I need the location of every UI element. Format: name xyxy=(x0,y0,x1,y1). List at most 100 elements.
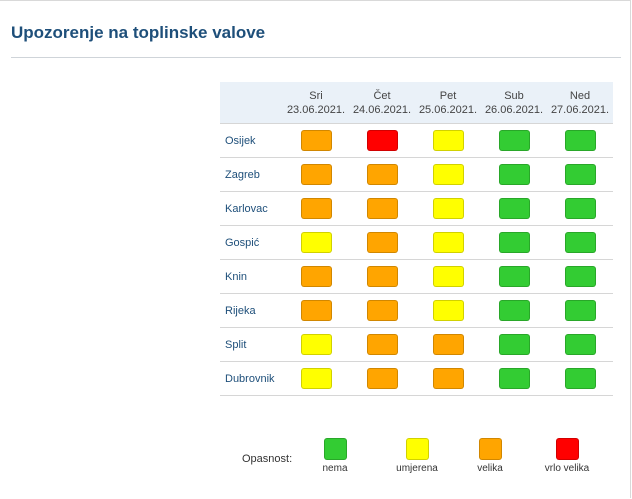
day-header: Ned 27.06.2021. xyxy=(547,82,613,124)
danger-level-indicator xyxy=(366,232,398,253)
forecast-cell xyxy=(283,293,349,328)
forecast-cell xyxy=(547,225,613,260)
forecast-cell xyxy=(481,361,547,396)
forecast-cell xyxy=(415,361,481,396)
danger-level-indicator xyxy=(498,198,530,219)
forecast-cell xyxy=(481,259,547,294)
danger-level-indicator xyxy=(366,300,398,321)
danger-level-indicator xyxy=(564,130,596,151)
day-header: Pet 25.06.2021. xyxy=(415,82,481,124)
table-row: Zagreb xyxy=(220,157,613,192)
city-name: Knin xyxy=(220,259,283,294)
danger-level-indicator xyxy=(564,368,596,389)
legend-label: velika xyxy=(477,463,503,474)
forecast-cell xyxy=(547,123,613,158)
forecast-cell xyxy=(481,327,547,362)
forecast-cell xyxy=(415,123,481,158)
day-header: Čet 24.06.2021. xyxy=(349,82,415,124)
forecast-cell xyxy=(349,123,415,158)
city-name: Split xyxy=(220,327,283,362)
forecast-cell xyxy=(349,259,415,294)
forecast-cell xyxy=(349,225,415,260)
forecast-cell xyxy=(415,259,481,294)
legend-swatch xyxy=(555,438,579,460)
forecast-cell xyxy=(349,191,415,226)
day-header: Sub 26.06.2021. xyxy=(481,82,547,124)
forecast-cell xyxy=(481,123,547,158)
danger-level-indicator xyxy=(498,368,530,389)
forecast-cell xyxy=(547,293,613,328)
legend-swatch xyxy=(323,438,347,460)
day-header: Sri 23.06.2021. xyxy=(283,82,349,124)
city-name: Rijeka xyxy=(220,293,283,328)
table-body: Osijek Zagreb Karlovac Gospić Knin Rijeka Spli… xyxy=(220,123,613,396)
table-row: Knin xyxy=(220,259,613,294)
title-divider xyxy=(11,57,621,58)
forecast-cell xyxy=(283,259,349,294)
danger-level-indicator xyxy=(366,334,398,355)
table-row: Dubrovnik xyxy=(220,361,613,396)
day-name: Ned xyxy=(569,89,591,102)
danger-level-indicator xyxy=(300,130,332,151)
forecast-cell xyxy=(547,259,613,294)
danger-level-indicator xyxy=(564,300,596,321)
day-date: 25.06.2021. xyxy=(418,103,478,116)
forecast-cell xyxy=(349,361,415,396)
danger-level-indicator xyxy=(366,198,398,219)
forecast-cell xyxy=(415,293,481,328)
forecast-cell xyxy=(481,157,547,192)
forecast-cell xyxy=(349,327,415,362)
city-name: Karlovac xyxy=(220,191,283,226)
legend-label: nema xyxy=(322,463,348,474)
legend-item-umjerena: umjerena xyxy=(382,438,452,474)
danger-level-indicator xyxy=(300,266,332,287)
danger-level-indicator xyxy=(300,198,332,219)
forecast-cell xyxy=(481,293,547,328)
legend-item-nema: nema xyxy=(300,438,370,474)
table-row: Osijek xyxy=(220,123,613,158)
danger-level-indicator xyxy=(498,232,530,253)
forecast-cell xyxy=(415,225,481,260)
forecast-cell xyxy=(283,191,349,226)
forecast-cell xyxy=(415,157,481,192)
forecast-cell xyxy=(481,225,547,260)
danger-level-indicator xyxy=(432,368,464,389)
city-name: Zagreb xyxy=(220,157,283,192)
forecast-cell xyxy=(415,191,481,226)
forecast-cell xyxy=(283,361,349,396)
legend-item-vrlo-velika: vrlo velika xyxy=(532,438,602,474)
legend-swatch xyxy=(405,438,429,460)
forecast-cell xyxy=(349,293,415,328)
danger-level-indicator xyxy=(432,198,464,219)
forecast-cell xyxy=(283,327,349,362)
danger-level-indicator xyxy=(432,130,464,151)
danger-legend: Opasnost: nema umjerena velika vrlo veli… xyxy=(220,438,613,480)
forecast-cell xyxy=(481,191,547,226)
day-date: 26.06.2021. xyxy=(484,103,544,116)
danger-level-indicator xyxy=(300,368,332,389)
forecast-cell xyxy=(547,327,613,362)
legend-item-velika: velika xyxy=(455,438,525,474)
table-row: Karlovac xyxy=(220,191,613,226)
page-title: Upozorenje na toplinske valove xyxy=(11,23,266,42)
danger-level-indicator xyxy=(432,164,464,185)
table-row: Split xyxy=(220,327,613,362)
day-name: Sri xyxy=(309,89,323,102)
danger-level-indicator xyxy=(300,164,332,185)
danger-level-indicator xyxy=(432,334,464,355)
forecast-cell xyxy=(283,225,349,260)
danger-level-indicator xyxy=(564,164,596,185)
forecast-cell xyxy=(547,361,613,396)
forecast-cell xyxy=(349,157,415,192)
heatwave-table: Sri 23.06.2021. Čet 24.06.2021. Pet 25.06.2… xyxy=(220,82,613,396)
city-name: Osijek xyxy=(220,123,283,158)
danger-level-indicator xyxy=(432,300,464,321)
danger-level-indicator xyxy=(498,334,530,355)
city-name: Dubrovnik xyxy=(220,361,283,396)
legend-swatch xyxy=(478,438,502,460)
city-name: Gospić xyxy=(220,225,283,260)
forecast-cell xyxy=(547,191,613,226)
day-date: 23.06.2021. xyxy=(286,103,346,116)
table-header-row: Sri 23.06.2021. Čet 24.06.2021. Pet 25.06.2… xyxy=(220,82,613,124)
